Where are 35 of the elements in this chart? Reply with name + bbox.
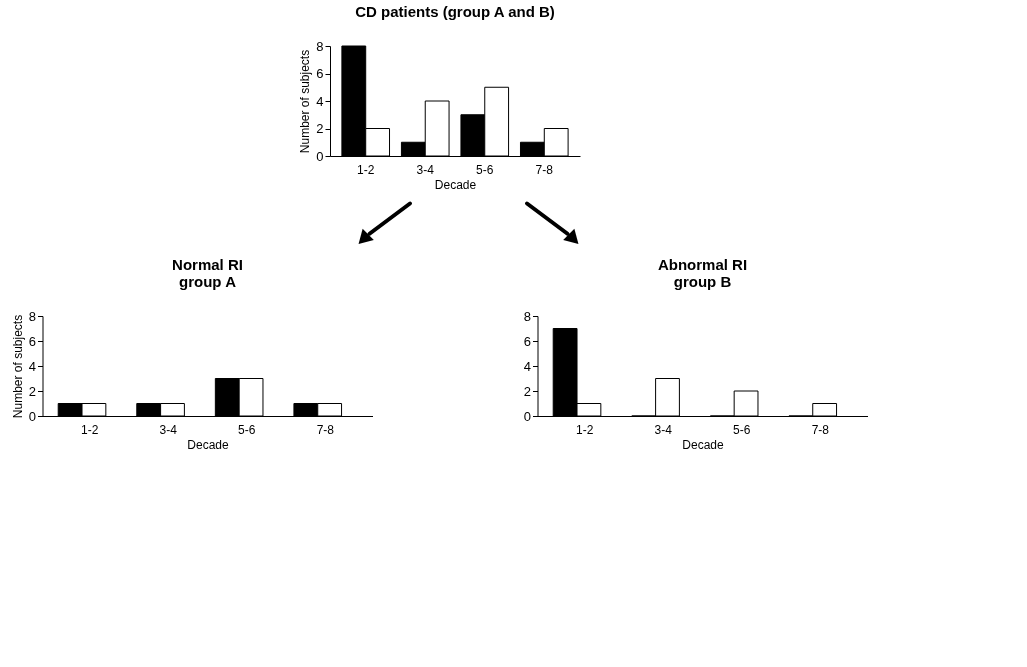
x-tick-label: 3-4	[159, 422, 178, 437]
y-axis-title: Number of subjects	[298, 49, 313, 154]
y-tick-label: 0	[316, 148, 324, 164]
x-tick-label: 5-6	[238, 422, 256, 437]
y-tick-label: 2	[316, 121, 324, 136]
x-tick-label: 1-2	[357, 162, 375, 177]
x-axis-title: Decade	[187, 437, 229, 452]
x-tick-label: 7-8	[811, 422, 830, 437]
y-tick-label: 0	[28, 408, 36, 424]
y-tick-label: 2	[28, 383, 36, 399]
x-tick-label: 3-4	[416, 162, 435, 177]
y-tick-label: 4	[28, 358, 36, 374]
y-tick-label: 6	[28, 333, 36, 349]
y-tick-label: 0	[523, 408, 531, 424]
x-tick-label: 3-4	[654, 422, 673, 437]
y-tick-label: 6	[523, 333, 531, 349]
x-tick-label: 5-6	[733, 422, 751, 437]
x-tick-label: 1-2	[80, 422, 99, 437]
chart-title: Normal RI group A	[172, 256, 243, 290]
y-tick-label: 8	[523, 308, 531, 324]
y-axis-title: Number of subjects	[10, 314, 25, 419]
y-tick-label: 2	[523, 383, 531, 399]
x-tick-label: 5-6	[476, 162, 494, 177]
y-tick-label: 8	[316, 38, 324, 54]
x-axis-title: Decade	[682, 437, 724, 452]
y-tick-label: 4	[523, 358, 531, 374]
x-tick-label: 7-8	[535, 162, 554, 177]
y-tick-label: 6	[316, 66, 324, 81]
x-axis-title: Decade	[434, 177, 477, 192]
chart-title: Abnormal RI group B	[657, 256, 748, 290]
y-tick-label: 8	[28, 308, 36, 324]
chart-title: CD patients (group A and B)	[355, 3, 555, 20]
x-tick-label: 1-2	[575, 422, 594, 437]
y-tick-label: 4	[316, 93, 324, 109]
x-tick-label: 7-8	[316, 422, 335, 437]
